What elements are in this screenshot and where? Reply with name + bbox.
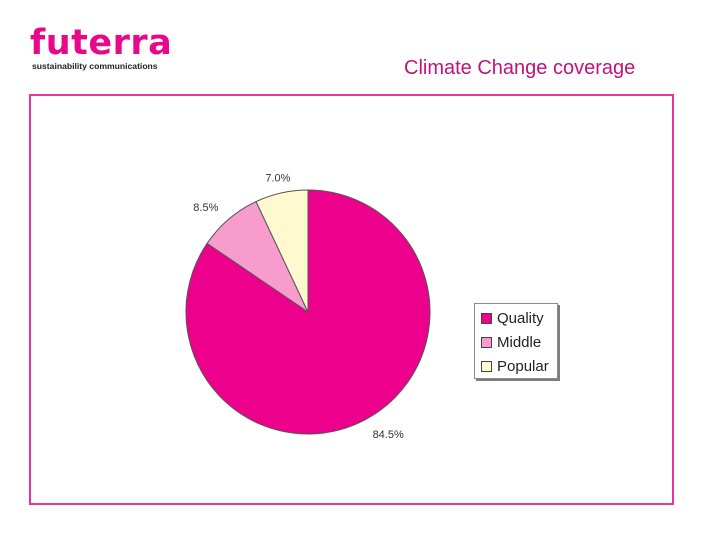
chart-frame: 84.5% 8.5% 7.0% Quality Middle Popular [29,94,674,505]
legend-swatch-middle [481,336,492,348]
legend-item-popular: Popular [481,357,549,375]
data-label-middle: 8.5% [193,202,218,214]
legend-swatch-quality [481,312,492,324]
legend-label-middle: Middle [497,333,542,351]
slide-title: Climate Change coverage [404,57,636,79]
logo-tagline: sustainability communications [32,61,158,71]
data-label-quality: 84.5% [373,429,404,441]
chart-legend: Quality Middle Popular [474,303,558,379]
legend-label-quality: Quality [497,309,544,327]
legend-label-popular: Popular [497,357,549,375]
legend-swatch-popular [481,360,492,372]
pie-slice-popular [255,189,309,313]
legend-item-middle: Middle [481,333,541,351]
legend-item-quality: Quality [481,309,544,327]
logo-brand-text: futerra [30,23,173,63]
pie-chart: 84.5% 8.5% 7.0% [185,172,431,441]
futerra-logo: futerra sustainability communications [30,23,173,74]
data-label-popular: 7.0% [265,172,290,184]
